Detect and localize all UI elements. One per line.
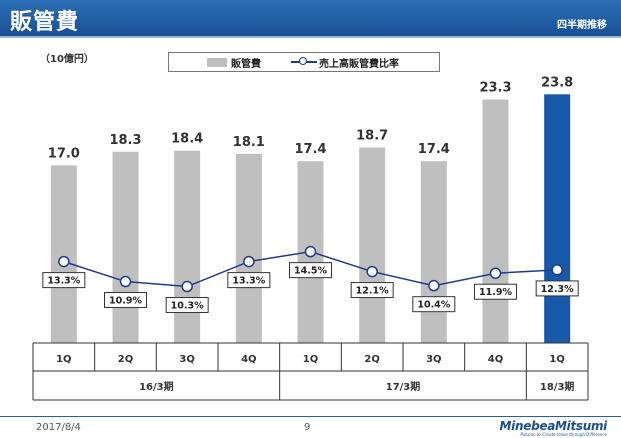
company-tagline: Passion to Create Value through Differen… <box>520 432 607 437</box>
unit-label: （10億円） <box>40 54 94 65</box>
category-tick-label: 1Q <box>549 354 564 365</box>
category-tick-label: 1Q <box>56 354 71 365</box>
footer-date: 2017/8/4 <box>36 422 81 433</box>
group-label: 18/3期 <box>540 380 575 393</box>
bar-value-label: 18.3 <box>109 133 141 148</box>
ratio-label-box <box>227 272 271 289</box>
ratio-label: 10.9% <box>109 296 142 307</box>
group-label: 17/3期 <box>386 380 421 393</box>
ratio-label-box <box>289 262 332 279</box>
group-label: 16/3期 <box>139 380 174 393</box>
ratio-marker <box>489 267 502 279</box>
ratio-marker <box>304 245 317 258</box>
ratio-marker <box>181 280 193 293</box>
category-tick-label: 3Q <box>179 354 194 365</box>
bar <box>50 165 77 343</box>
ratio-label-box <box>104 292 147 309</box>
bar <box>482 99 509 343</box>
ratio-label: 10.3% <box>171 301 204 312</box>
bar <box>544 94 571 343</box>
ratio-marker <box>428 279 440 292</box>
ratio-marker <box>243 255 255 268</box>
legend-bar-swatch <box>207 57 227 67</box>
bar <box>174 150 201 343</box>
ratio-marker <box>58 255 70 268</box>
bar <box>359 147 386 343</box>
ratio-label: 14.5% <box>294 266 327 277</box>
bar <box>112 151 139 343</box>
legend-line-label: 売上高販管費比率 <box>319 58 399 70</box>
ratio-label: 10.4% <box>417 300 450 311</box>
company-logo: MinebeaMitsumi <box>499 419 608 433</box>
bar-value-label: 17.0 <box>48 146 80 161</box>
ratio-label: 13.3% <box>47 276 80 287</box>
ratio-label-box <box>42 272 86 289</box>
header-bar: 販管費 四半期推移 <box>0 0 621 36</box>
page-title: 販管費 <box>10 10 80 35</box>
bar-value-label: 18.7 <box>356 129 388 144</box>
bar-value-label: 18.4 <box>171 132 203 147</box>
ratio-marker <box>366 265 378 278</box>
ratio-label-box <box>474 283 517 300</box>
ratio-marker <box>119 275 132 288</box>
bar-value-label: 17.4 <box>294 142 326 157</box>
sga-chart: 17.0 18.3 18.4 18.1 17.4 18.7 17.4 23.3 23.8 1Q 2Q… <box>32 75 589 401</box>
ratio-label: 11.9% <box>479 287 512 298</box>
chart-legend: 販管費 売上高販管費比率 <box>168 52 440 72</box>
category-tick-label: 1Q <box>303 354 318 365</box>
ratio-label: 12.1% <box>356 286 389 297</box>
ratio-label-box <box>535 280 579 297</box>
category-tick-label: 3Q <box>426 354 441 365</box>
bar-value-label: 18.1 <box>233 135 265 150</box>
bar <box>420 161 447 343</box>
ratio-label-box <box>165 297 209 314</box>
category-tick-label: 4Q <box>241 354 256 365</box>
bar <box>235 153 262 343</box>
ratio-label-box <box>412 296 456 313</box>
legend-line-swatch <box>291 57 317 67</box>
bar-value-label: 17.4 <box>418 142 450 157</box>
page-subtitle: 四半期推移 <box>557 20 607 31</box>
ratio-label: 12.3% <box>541 284 574 295</box>
ratio-marker <box>551 264 563 276</box>
category-tick-label: 4Q <box>488 354 503 365</box>
page-number: 9 <box>304 422 311 433</box>
header-divider <box>0 36 621 38</box>
legend-bar-label: 販管費 <box>231 58 261 70</box>
bar-value-label: 23.3 <box>479 81 511 96</box>
footer-divider <box>0 416 621 417</box>
category-tick-label: 2Q <box>364 354 379 365</box>
ratio-label-box <box>350 282 394 299</box>
bar-value-label: 23.8 <box>541 75 573 90</box>
category-tick-label: 2Q <box>118 354 133 365</box>
ratio-label: 13.3% <box>232 276 265 287</box>
